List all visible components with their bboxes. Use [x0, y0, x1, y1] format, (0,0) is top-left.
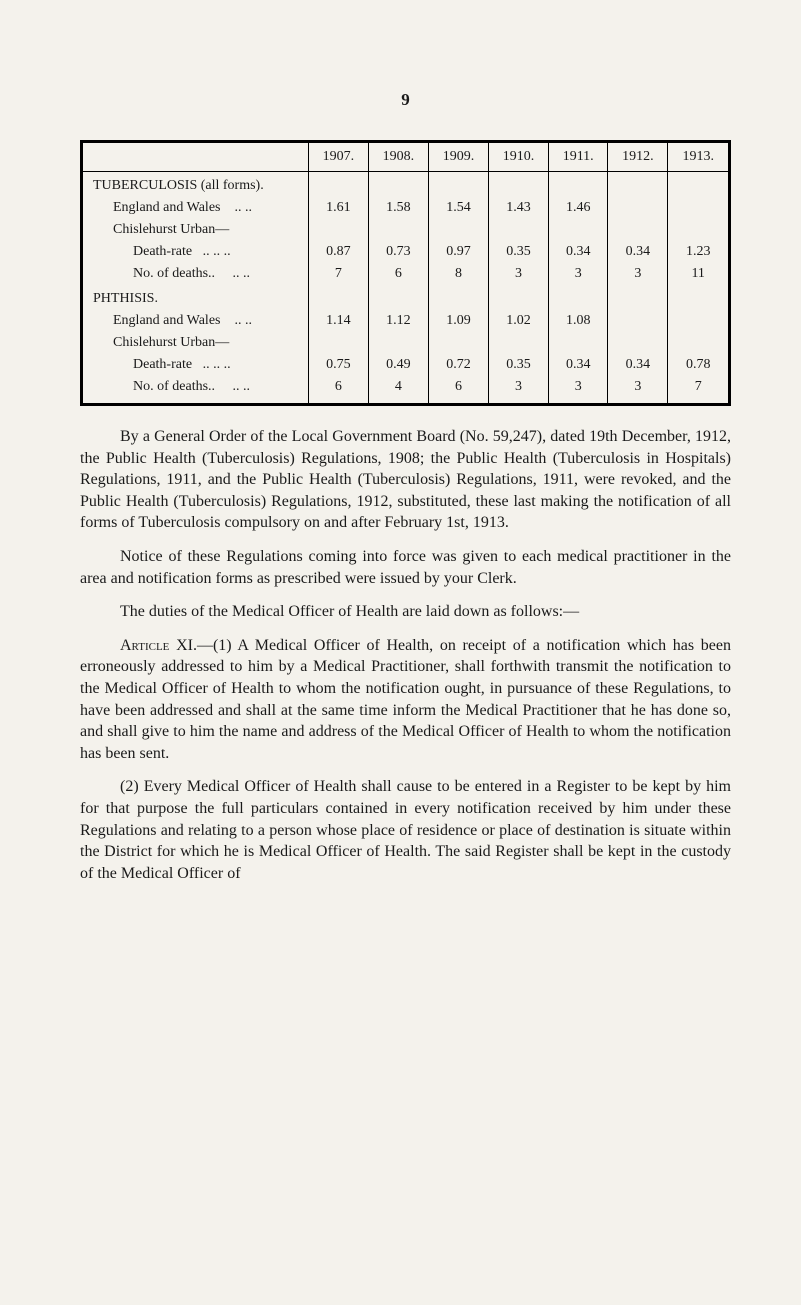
cell: 1.58: [368, 197, 428, 219]
col-1909: 1909.: [428, 142, 488, 172]
cell: 7: [668, 376, 730, 405]
table-row: No. of deaths.. .. .. 7 6 8 3 3 3 11: [82, 263, 730, 285]
article-lead: (2): [120, 778, 139, 795]
cell: 1.02: [488, 310, 548, 332]
table-row: Death-rate .. .. .. 0.87 0.73 0.97 0.35 …: [82, 241, 730, 263]
row-label: Death-rate .. .. ..: [82, 241, 309, 263]
article-paragraph-1: Article XI.—(1) A Medical Officer of Hea…: [80, 635, 731, 765]
cell: 3: [549, 376, 608, 405]
cell: 1.43: [488, 197, 548, 219]
col-1913: 1913.: [668, 142, 730, 172]
table-body: TUBERCULOSIS (all forms). England and Wa…: [82, 172, 730, 405]
cell: 3: [488, 376, 548, 405]
cell: 6: [428, 376, 488, 405]
cell: 0.78: [668, 354, 730, 376]
section-heading-row: PHTHISIS.: [82, 285, 730, 310]
section-heading-row: TUBERCULOSIS (all forms).: [82, 172, 730, 198]
row-label: Death-rate .. .. ..: [82, 354, 309, 376]
article-lead: Article XI.—(1): [120, 637, 232, 654]
cell: 1.54: [428, 197, 488, 219]
table-row: Chislehurst Urban—: [82, 219, 730, 241]
cell: 3: [608, 263, 668, 285]
cell: 0.34: [549, 354, 608, 376]
cell: 1.09: [428, 310, 488, 332]
col-1912: 1912.: [608, 142, 668, 172]
cell: 6: [308, 376, 368, 405]
cell: [608, 197, 668, 219]
cell: 3: [608, 376, 668, 405]
cell: 4: [368, 376, 428, 405]
row-label: Chislehurst Urban—: [82, 332, 309, 354]
cell: 0.49: [368, 354, 428, 376]
cell: 0.34: [608, 354, 668, 376]
page-number: 9: [80, 90, 731, 110]
article-paragraph-2: (2) Every Medical Officer of Health shal…: [80, 776, 731, 884]
table-row: England and Wales .. .. 1.14 1.12 1.09 1…: [82, 310, 730, 332]
col-blank: [82, 142, 309, 172]
table-row: Death-rate .. .. .. 0.75 0.49 0.72 0.35 …: [82, 354, 730, 376]
col-1910: 1910.: [488, 142, 548, 172]
table-row: Chislehurst Urban—: [82, 332, 730, 354]
row-label: No. of deaths.. .. ..: [82, 263, 309, 285]
cell: 1.12: [368, 310, 428, 332]
tuberculosis-table: 1907. 1908. 1909. 1910. 1911. 1912. 1913…: [80, 140, 731, 406]
cell: 0.34: [549, 241, 608, 263]
article-text: A Medical Officer of Health, on receipt …: [80, 637, 731, 762]
cell: 0.75: [308, 354, 368, 376]
body-paragraph-3: The duties of the Medical Officer of Hea…: [80, 601, 731, 623]
cell: 0.97: [428, 241, 488, 263]
col-1911: 1911.: [549, 142, 608, 172]
cell: 3: [549, 263, 608, 285]
cell: 0.34: [608, 241, 668, 263]
row-label: No. of deaths.. .. ..: [82, 376, 309, 405]
cell: 8: [428, 263, 488, 285]
article-text: Every Medical Officer of Health shall ca…: [80, 778, 731, 881]
cell: 1.14: [308, 310, 368, 332]
body-paragraph-1: By a General Order of the Local Governme…: [80, 426, 731, 534]
cell: 1.08: [549, 310, 608, 332]
cell: [668, 310, 730, 332]
cell: 1.61: [308, 197, 368, 219]
section-heading: PHTHISIS.: [82, 285, 309, 310]
col-1908: 1908.: [368, 142, 428, 172]
cell: 0.35: [488, 354, 548, 376]
row-label: England and Wales .. ..: [82, 197, 309, 219]
row-label: England and Wales .. ..: [82, 310, 309, 332]
table-header-row: 1907. 1908. 1909. 1910. 1911. 1912. 1913…: [82, 142, 730, 172]
cell: 11: [668, 263, 730, 285]
cell: 1.46: [549, 197, 608, 219]
cell: 0.35: [488, 241, 548, 263]
row-label: Chislehurst Urban—: [82, 219, 309, 241]
cell: 7: [308, 263, 368, 285]
cell: [608, 310, 668, 332]
table-row: No. of deaths.. .. .. 6 4 6 3 3 3 7: [82, 376, 730, 405]
cell: 0.72: [428, 354, 488, 376]
document-page: 9 1907. 1908. 1909. 1910. 1911. 1912. 19…: [0, 0, 801, 1305]
cell: 0.73: [368, 241, 428, 263]
table-row: England and Wales .. .. 1.61 1.58 1.54 1…: [82, 197, 730, 219]
cell: [668, 197, 730, 219]
cell: 0.87: [308, 241, 368, 263]
section-heading: TUBERCULOSIS (all forms).: [82, 172, 309, 198]
col-1907: 1907.: [308, 142, 368, 172]
cell: 6: [368, 263, 428, 285]
cell: 3: [488, 263, 548, 285]
cell: 1.23: [668, 241, 730, 263]
body-paragraph-2: Notice of these Regulations coming into …: [80, 546, 731, 589]
